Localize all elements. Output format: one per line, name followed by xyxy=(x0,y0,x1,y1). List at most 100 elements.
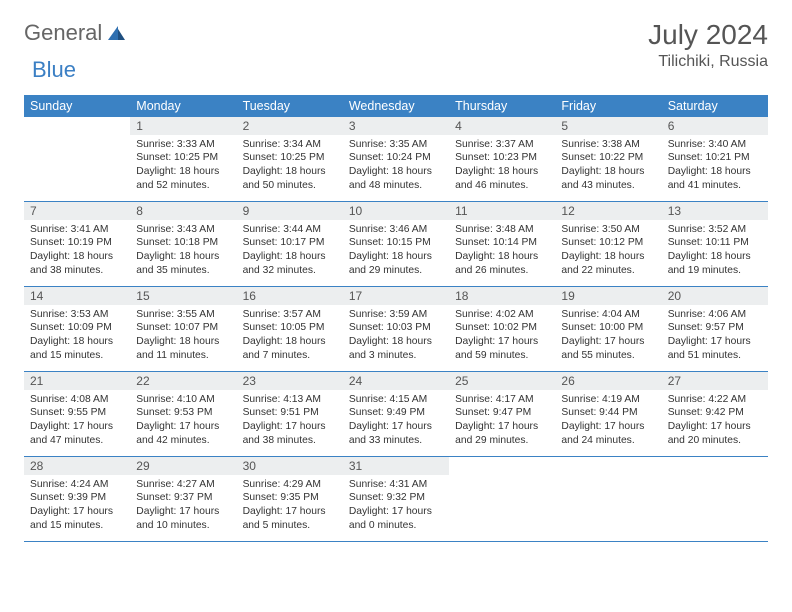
calendar-row: 21Sunrise: 4:08 AMSunset: 9:55 PMDayligh… xyxy=(24,371,768,456)
col-thursday: Thursday xyxy=(449,95,555,117)
sunrise-line: Sunrise: 4:06 AM xyxy=(668,308,762,322)
calendar-cell: 22Sunrise: 4:10 AMSunset: 9:53 PMDayligh… xyxy=(130,371,236,456)
day-body: Sunrise: 3:46 AMSunset: 10:15 PMDaylight… xyxy=(343,220,449,281)
calendar-row: 14Sunrise: 3:53 AMSunset: 10:09 PMDaylig… xyxy=(24,286,768,371)
calendar-cell: 15Sunrise: 3:55 AMSunset: 10:07 PMDaylig… xyxy=(130,286,236,371)
day-number: 25 xyxy=(449,372,555,390)
calendar-cell: 18Sunrise: 4:02 AMSunset: 10:02 PMDaylig… xyxy=(449,286,555,371)
daylight-line-2: and 33 minutes. xyxy=(349,434,443,448)
calendar-cell: 20Sunrise: 4:06 AMSunset: 9:57 PMDayligh… xyxy=(662,286,768,371)
daylight-line-1: Daylight: 17 hours xyxy=(561,420,655,434)
calendar-page: General July 2024 Tilichiki, Russia Blue… xyxy=(0,0,792,562)
day-body: Sunrise: 4:10 AMSunset: 9:53 PMDaylight:… xyxy=(130,390,236,451)
daylight-line-2: and 3 minutes. xyxy=(349,349,443,363)
sunrise-line: Sunrise: 3:34 AM xyxy=(243,138,337,152)
daylight-line-2: and 24 minutes. xyxy=(561,434,655,448)
daylight-line-2: and 55 minutes. xyxy=(561,349,655,363)
sunrise-line: Sunrise: 3:48 AM xyxy=(455,223,549,237)
calendar-cell: 11Sunrise: 3:48 AMSunset: 10:14 PMDaylig… xyxy=(449,201,555,286)
day-body: Sunrise: 3:55 AMSunset: 10:07 PMDaylight… xyxy=(130,305,236,366)
calendar-cell: 8Sunrise: 3:43 AMSunset: 10:18 PMDayligh… xyxy=(130,201,236,286)
month-title: July 2024 xyxy=(648,20,768,51)
day-body: Sunrise: 3:38 AMSunset: 10:22 PMDaylight… xyxy=(555,135,661,196)
daylight-line-1: Daylight: 18 hours xyxy=(243,335,337,349)
sunset-line: Sunset: 10:02 PM xyxy=(455,321,549,335)
day-number: 29 xyxy=(130,457,236,475)
calendar-cell: 12Sunrise: 3:50 AMSunset: 10:12 PMDaylig… xyxy=(555,201,661,286)
calendar-cell: 14Sunrise: 3:53 AMSunset: 10:09 PMDaylig… xyxy=(24,286,130,371)
daylight-line-1: Daylight: 17 hours xyxy=(561,335,655,349)
sunrise-line: Sunrise: 4:10 AM xyxy=(136,393,230,407)
sunrise-line: Sunrise: 4:13 AM xyxy=(243,393,337,407)
daylight-line-1: Daylight: 17 hours xyxy=(243,505,337,519)
day-number: 6 xyxy=(662,117,768,135)
day-body: Sunrise: 3:48 AMSunset: 10:14 PMDaylight… xyxy=(449,220,555,281)
sunset-line: Sunset: 10:22 PM xyxy=(561,151,655,165)
daylight-line-2: and 43 minutes. xyxy=(561,179,655,193)
daylight-line-1: Daylight: 17 hours xyxy=(136,505,230,519)
sunrise-line: Sunrise: 4:02 AM xyxy=(455,308,549,322)
daylight-line-2: and 52 minutes. xyxy=(136,179,230,193)
day-body: Sunrise: 3:41 AMSunset: 10:19 PMDaylight… xyxy=(24,220,130,281)
sunset-line: Sunset: 9:51 PM xyxy=(243,406,337,420)
daylight-line-2: and 50 minutes. xyxy=(243,179,337,193)
col-saturday: Saturday xyxy=(662,95,768,117)
daylight-line-2: and 47 minutes. xyxy=(30,434,124,448)
sunset-line: Sunset: 10:21 PM xyxy=(668,151,762,165)
calendar-cell: 1Sunrise: 3:33 AMSunset: 10:25 PMDayligh… xyxy=(130,117,236,202)
day-body: Sunrise: 3:43 AMSunset: 10:18 PMDaylight… xyxy=(130,220,236,281)
daylight-line-1: Daylight: 18 hours xyxy=(668,165,762,179)
daylight-line-2: and 48 minutes. xyxy=(349,179,443,193)
calendar-cell: 9Sunrise: 3:44 AMSunset: 10:17 PMDayligh… xyxy=(237,201,343,286)
day-number: 2 xyxy=(237,117,343,135)
daylight-line-2: and 38 minutes. xyxy=(30,264,124,278)
day-number: 23 xyxy=(237,372,343,390)
daylight-line-1: Daylight: 17 hours xyxy=(668,420,762,434)
day-number: 4 xyxy=(449,117,555,135)
daylight-line-2: and 51 minutes. xyxy=(668,349,762,363)
daylight-line-2: and 32 minutes. xyxy=(243,264,337,278)
sunrise-line: Sunrise: 3:44 AM xyxy=(243,223,337,237)
day-number: 31 xyxy=(343,457,449,475)
sunset-line: Sunset: 9:35 PM xyxy=(243,491,337,505)
day-number: 1 xyxy=(130,117,236,135)
calendar-row: 7Sunrise: 3:41 AMSunset: 10:19 PMDayligh… xyxy=(24,201,768,286)
daylight-line-2: and 38 minutes. xyxy=(243,434,337,448)
day-body: Sunrise: 4:24 AMSunset: 9:39 PMDaylight:… xyxy=(24,475,130,536)
day-number: 27 xyxy=(662,372,768,390)
daylight-line-2: and 35 minutes. xyxy=(136,264,230,278)
sunset-line: Sunset: 10:14 PM xyxy=(455,236,549,250)
day-body: Sunrise: 4:31 AMSunset: 9:32 PMDaylight:… xyxy=(343,475,449,536)
daylight-line-2: and 5 minutes. xyxy=(243,519,337,533)
daylight-line-2: and 29 minutes. xyxy=(349,264,443,278)
col-sunday: Sunday xyxy=(24,95,130,117)
calendar-cell: 19Sunrise: 4:04 AMSunset: 10:00 PMDaylig… xyxy=(555,286,661,371)
sunrise-line: Sunrise: 3:52 AM xyxy=(668,223,762,237)
day-number: 7 xyxy=(24,202,130,220)
day-number: 15 xyxy=(130,287,236,305)
daylight-line-1: Daylight: 18 hours xyxy=(136,165,230,179)
sunset-line: Sunset: 10:07 PM xyxy=(136,321,230,335)
calendar-cell: 21Sunrise: 4:08 AMSunset: 9:55 PMDayligh… xyxy=(24,371,130,456)
daylight-line-1: Daylight: 18 hours xyxy=(349,165,443,179)
sunset-line: Sunset: 10:18 PM xyxy=(136,236,230,250)
day-number: 9 xyxy=(237,202,343,220)
calendar-cell xyxy=(555,456,661,541)
calendar-cell: 31Sunrise: 4:31 AMSunset: 9:32 PMDayligh… xyxy=(343,456,449,541)
daylight-line-2: and 29 minutes. xyxy=(455,434,549,448)
sunrise-line: Sunrise: 3:37 AM xyxy=(455,138,549,152)
day-number: 12 xyxy=(555,202,661,220)
day-body: Sunrise: 3:33 AMSunset: 10:25 PMDaylight… xyxy=(130,135,236,196)
day-body: Sunrise: 3:53 AMSunset: 10:09 PMDaylight… xyxy=(24,305,130,366)
sunrise-line: Sunrise: 3:57 AM xyxy=(243,308,337,322)
sunset-line: Sunset: 10:17 PM xyxy=(243,236,337,250)
day-number: 30 xyxy=(237,457,343,475)
day-body: Sunrise: 4:17 AMSunset: 9:47 PMDaylight:… xyxy=(449,390,555,451)
daylight-line-2: and 20 minutes. xyxy=(668,434,762,448)
sunrise-line: Sunrise: 4:31 AM xyxy=(349,478,443,492)
day-number: 16 xyxy=(237,287,343,305)
day-body: Sunrise: 4:02 AMSunset: 10:02 PMDaylight… xyxy=(449,305,555,366)
daylight-line-1: Daylight: 18 hours xyxy=(561,250,655,264)
daylight-line-2: and 26 minutes. xyxy=(455,264,549,278)
title-block: July 2024 Tilichiki, Russia xyxy=(648,20,768,71)
